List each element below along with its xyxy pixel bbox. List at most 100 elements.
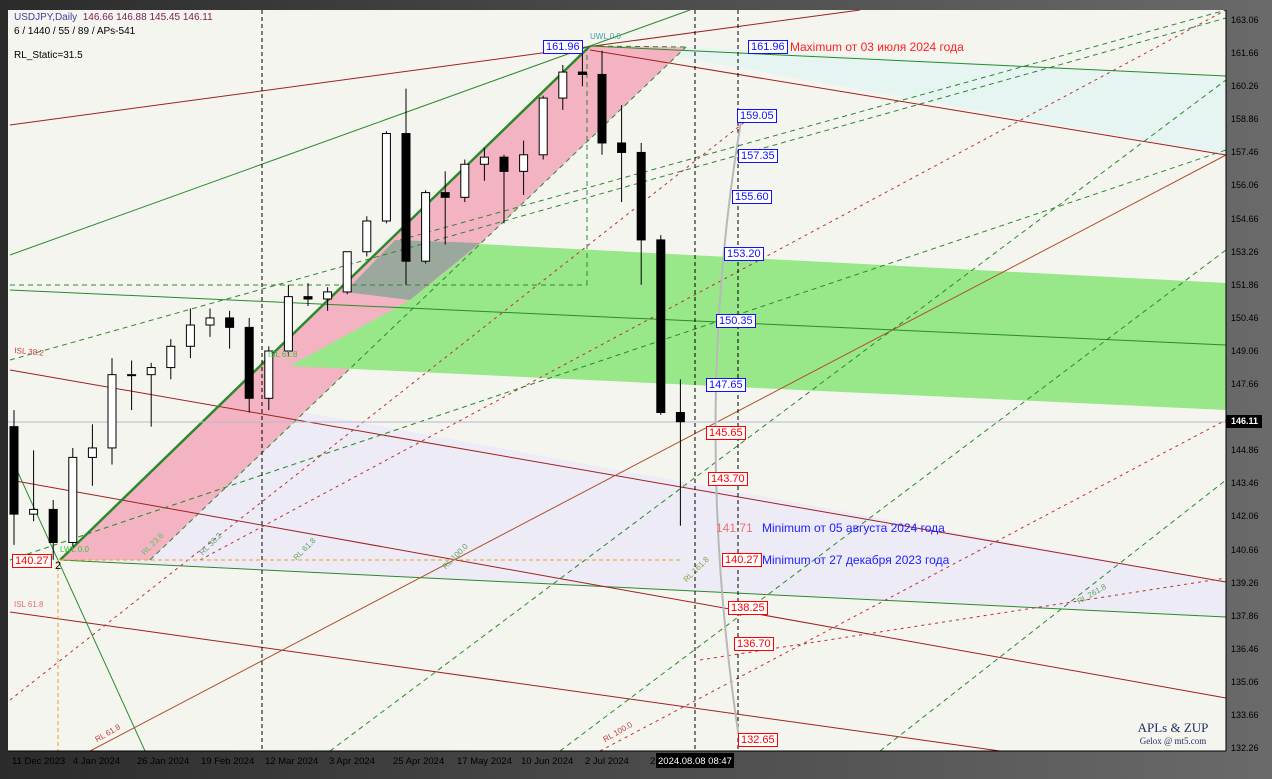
y-tick: 160.26 (1231, 81, 1259, 92)
level-label[interactable]: 143.70 (708, 471, 748, 486)
rl-static: RL_Static=31.5 (14, 50, 83, 61)
watermark-subtitle: Gelox @ mt5.com (1139, 736, 1207, 746)
pink-channel (60, 46, 686, 560)
y-tick: 133.66 (1231, 710, 1259, 721)
low-left-label: 140.27 (12, 554, 52, 568)
candles (9, 47, 685, 560)
pivot-number: 2 (55, 560, 62, 572)
level-label[interactable]: 161.96 (748, 40, 788, 54)
candle-body (577, 71, 587, 75)
indicator-params: 6 / 1440 / 55 / 89 / APs-541 (14, 26, 136, 37)
candle-body (636, 151, 646, 241)
x-tick: 17 May 2024 (457, 756, 512, 767)
candle-body (538, 97, 548, 156)
x-tick: 26 Jan 2024 (137, 756, 190, 767)
y-tick: 149.06 (1231, 345, 1259, 356)
fib-tag: ISL 61.8 (268, 350, 298, 359)
level-label[interactable]: 136.70 (734, 637, 774, 652)
y-tick: 144.86 (1231, 445, 1259, 456)
y-tick: 147.66 (1231, 379, 1259, 390)
watermark-title: APLs & ZUP (1137, 720, 1209, 735)
y-tick: 140.66 (1231, 544, 1259, 555)
candle-body (479, 156, 489, 165)
level-label[interactable]: 138.25 (728, 600, 768, 615)
x-tick: 12 Mar 2024 (265, 756, 319, 767)
candle-body (29, 508, 39, 515)
y-tick: 161.66 (1231, 48, 1259, 59)
candle-body (617, 142, 627, 153)
candle-body (342, 251, 352, 293)
y-tick: 158.86 (1231, 114, 1259, 125)
x-tick: 2 Jul 2024 (585, 756, 629, 767)
candle-body (499, 156, 509, 172)
fib-tag: LWL 0.0 (60, 545, 89, 554)
y-tick: 143.46 (1231, 478, 1259, 489)
y-tick: 151.86 (1231, 279, 1259, 290)
y-tick: 136.46 (1231, 643, 1259, 654)
symbol-label: USDJPY,Daily (14, 12, 78, 23)
candle-body (107, 374, 117, 449)
cyan-zone (640, 47, 1226, 155)
note-min-december: Minimum от 27 декабря 2023 года (762, 553, 950, 567)
candle-body (283, 296, 293, 352)
x-tick: 3 Apr 2024 (329, 756, 375, 767)
candle-body (597, 73, 607, 144)
candle-body (323, 291, 333, 300)
candle-body (225, 317, 235, 328)
candle-body (244, 326, 254, 399)
x-tick: 4 Jan 2024 (73, 756, 121, 767)
level-label[interactable]: 157.35 (738, 148, 778, 163)
cursor-time: 2024.08.08 08:47 (658, 756, 732, 767)
fib-tag: UWL 0.0 (590, 32, 621, 41)
note-maximum: Maximum от 03 июля 2024 года (790, 40, 964, 54)
y-tick: 163.06 (1231, 15, 1259, 25)
level-label[interactable]: 159.05 (737, 108, 777, 123)
trend-lines (8, 9, 1227, 752)
current-price-label: 146.11 (1231, 416, 1259, 426)
y-tick: 154.66 (1231, 213, 1259, 224)
y-tick: 142.06 (1231, 511, 1259, 522)
level-label[interactable]: 140.27 (722, 552, 762, 567)
level-label[interactable]: 153.20 (724, 247, 764, 262)
candle-body (185, 324, 195, 347)
level-label[interactable]: 150.35 (716, 314, 756, 329)
y-tick: 153.26 (1231, 246, 1259, 257)
y-tick: 137.86 (1231, 610, 1259, 621)
candle-body (264, 350, 274, 399)
y-tick: 150.46 (1231, 312, 1259, 323)
candle-body (87, 447, 97, 458)
lavender-zone (60, 402, 1226, 617)
x-tick: 10 Jun 2024 (521, 756, 574, 767)
level-label[interactable]: 132.65 (738, 732, 778, 747)
candle-body (68, 456, 78, 543)
note-min-august: Minimum от 05 августа 2024 года (762, 521, 945, 535)
gray-overlap (345, 240, 480, 300)
candle-body (656, 239, 666, 413)
x-tick: 25 Apr 2024 (393, 756, 445, 767)
candle-body (381, 133, 391, 222)
y-tick: 157.46 (1231, 147, 1259, 158)
candle-body (205, 317, 215, 326)
y-tick: 135.06 (1231, 676, 1259, 687)
candle-body (421, 192, 431, 262)
candle-body (675, 411, 685, 423)
candle-body (9, 426, 19, 515)
candle-body (401, 133, 411, 262)
candle-body (558, 71, 568, 99)
cursor-time-marker (656, 753, 734, 768)
level-label[interactable]: 147.65 (706, 378, 746, 393)
fib-tag: ISL 61.8 (14, 600, 44, 609)
level-label[interactable]: 155.60 (732, 190, 772, 205)
y-tick: 132.26 (1231, 743, 1259, 754)
zones (60, 46, 1226, 617)
watermark: APLs & ZUP Gelox @ mt5.com (1120, 720, 1226, 746)
x-tick: 11 Dec 2023 (12, 756, 66, 767)
candle-body (440, 192, 450, 198)
candle-body (460, 163, 470, 198)
candle-body (362, 220, 372, 253)
y-tick: 156.06 (1231, 180, 1259, 191)
candle-body (48, 508, 58, 543)
level-label[interactable]: 145.65 (706, 425, 746, 440)
candle-body (127, 374, 137, 377)
